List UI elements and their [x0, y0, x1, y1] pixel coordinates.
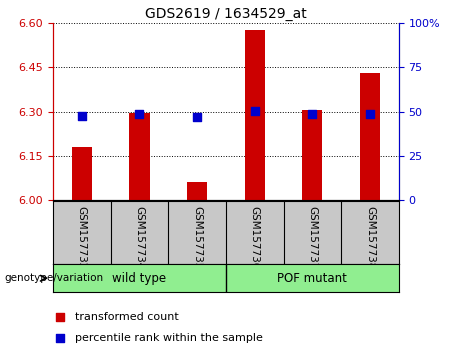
Bar — [72, 147, 92, 200]
Point — [56, 314, 64, 320]
Point — [78, 113, 85, 119]
Text: genotype/variation: genotype/variation — [5, 273, 104, 283]
Text: GSM157734: GSM157734 — [135, 206, 144, 269]
Point — [136, 111, 143, 117]
Bar — [360, 73, 380, 200]
Text: GSM157735: GSM157735 — [192, 206, 202, 269]
Point — [366, 111, 373, 117]
Text: percentile rank within the sample: percentile rank within the sample — [76, 332, 263, 343]
Point — [309, 111, 316, 117]
Text: GSM157738: GSM157738 — [365, 206, 375, 269]
Text: POF mutant: POF mutant — [278, 272, 347, 285]
Title: GDS2619 / 1634529_at: GDS2619 / 1634529_at — [145, 7, 307, 21]
Bar — [302, 110, 322, 200]
Text: wild type: wild type — [112, 272, 166, 285]
Point — [251, 108, 258, 114]
Text: GSM157737: GSM157737 — [307, 206, 317, 269]
Text: GSM157732: GSM157732 — [77, 206, 87, 269]
Point — [193, 114, 201, 120]
Point — [56, 335, 64, 341]
Bar — [245, 30, 265, 200]
Bar — [130, 113, 149, 200]
Bar — [187, 182, 207, 200]
Text: transformed count: transformed count — [76, 312, 179, 322]
Text: GSM157736: GSM157736 — [250, 206, 260, 269]
